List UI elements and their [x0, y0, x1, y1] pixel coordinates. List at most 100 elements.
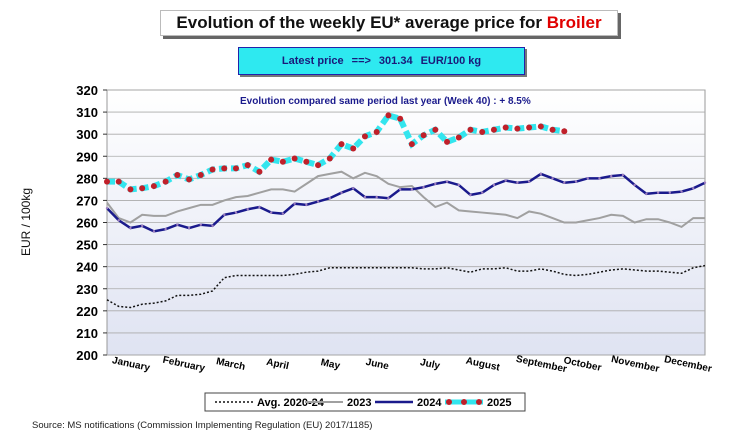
point-2025: [127, 186, 134, 193]
point-2024: [457, 183, 460, 187]
point-2024: [586, 177, 589, 180]
point-2024: [445, 180, 449, 183]
point-2024: [281, 212, 285, 215]
point-2025: [490, 126, 497, 133]
x-tick-label-august: August: [465, 356, 502, 374]
point-2024: [269, 211, 273, 214]
point-2025: [502, 124, 509, 131]
y-tick-label: 270: [76, 193, 98, 208]
point-2025: [150, 183, 157, 190]
y-tick-label: 200: [76, 348, 98, 363]
point-2024: [621, 173, 625, 177]
x-tick-label-february: February: [162, 355, 207, 375]
point-2024: [574, 180, 578, 183]
latest-label: Latest price: [281, 55, 344, 67]
point-2024: [492, 183, 496, 187]
point-2025: [338, 141, 345, 148]
point-2025: [526, 124, 533, 131]
chart-title: Evolution of the weekly EU* average pric…: [160, 10, 618, 36]
point-2024: [129, 226, 132, 230]
point-2024: [152, 230, 156, 233]
point-2024: [598, 177, 601, 180]
point-2025: [244, 162, 251, 169]
point-2024: [504, 179, 507, 182]
point-2025: [432, 126, 439, 133]
series-line-avg-2020-24: [106, 264, 706, 309]
series-line-2024: [106, 172, 706, 233]
legend-marker: [476, 399, 482, 405]
title-highlight: Broiler: [546, 13, 602, 32]
x-tick-label-november: November: [610, 354, 660, 375]
point-2024: [223, 213, 226, 216]
point-2024: [656, 191, 660, 194]
point-2025: [268, 156, 275, 163]
point-2025: [162, 178, 169, 185]
point-2025: [361, 133, 368, 140]
legend: Avg. 2020-24 2023 2024 2025: [204, 392, 526, 412]
x-tick-label-may: May: [320, 357, 342, 372]
point-2024: [645, 192, 648, 195]
series-line-2023: [106, 170, 705, 229]
point-2025: [279, 158, 286, 165]
point-2024: [140, 224, 144, 228]
x-tick-label-june: June: [365, 357, 391, 373]
point-2025: [373, 128, 380, 135]
point-2025: [549, 126, 556, 133]
latest-arrow: ==>: [351, 55, 371, 67]
legend-label: Avg. 2020-24: [257, 397, 325, 409]
x-tick-label-april: April: [265, 357, 290, 373]
point-2024: [527, 180, 531, 183]
point-2024: [387, 197, 390, 200]
title-main: Evolution of the weekly EU* average pric…: [176, 13, 543, 32]
x-tick-label-july: July: [419, 357, 441, 372]
point-2024: [352, 187, 355, 190]
point-2024: [305, 203, 308, 207]
point-2025: [303, 158, 310, 165]
point-2024: [469, 193, 472, 197]
y-tick-label: 210: [76, 326, 98, 341]
point-2024: [328, 197, 331, 200]
point-2024: [375, 195, 378, 199]
point-2024: [668, 191, 672, 194]
point-2025: [561, 128, 568, 135]
point-2024: [680, 190, 683, 193]
legend-label: 2023: [347, 397, 371, 409]
point-2024: [422, 185, 425, 189]
point-2025: [139, 185, 146, 192]
point-2024: [258, 205, 261, 209]
point-2024: [340, 191, 343, 194]
point-2025: [186, 176, 193, 183]
point-2025: [514, 125, 521, 132]
point-2025: [467, 126, 474, 133]
point-2024: [117, 219, 120, 222]
series-line-2025: [107, 111, 565, 193]
x-tick-label-september: September: [515, 354, 568, 376]
point-2024: [563, 181, 566, 184]
point-2025: [479, 128, 486, 135]
y-tick-label: 290: [76, 149, 98, 164]
point-2025: [408, 141, 415, 148]
point-2024: [551, 177, 554, 180]
point-2025: [291, 155, 298, 162]
legend-label: 2025: [487, 397, 511, 409]
source-note: Source: MS notifications (Commission Imp…: [32, 420, 373, 431]
x-tick-label-january: January: [111, 355, 151, 374]
point-2024: [516, 181, 519, 184]
y-tick-label: 260: [76, 216, 98, 231]
point-2025: [385, 112, 392, 119]
point-2025: [197, 172, 204, 179]
point-2024: [176, 223, 179, 226]
point-2024: [692, 187, 695, 190]
point-2025: [397, 115, 404, 122]
point-2025: [174, 172, 181, 179]
point-2025: [537, 123, 544, 130]
legend-marker: [446, 399, 452, 405]
point-2024: [481, 191, 484, 194]
point-2025: [221, 165, 228, 172]
y-tick-label: 320: [76, 83, 98, 98]
point-2025: [455, 134, 462, 141]
point-2024: [609, 174, 613, 178]
point-2025: [350, 145, 357, 152]
y-tick-label: 240: [76, 260, 98, 275]
